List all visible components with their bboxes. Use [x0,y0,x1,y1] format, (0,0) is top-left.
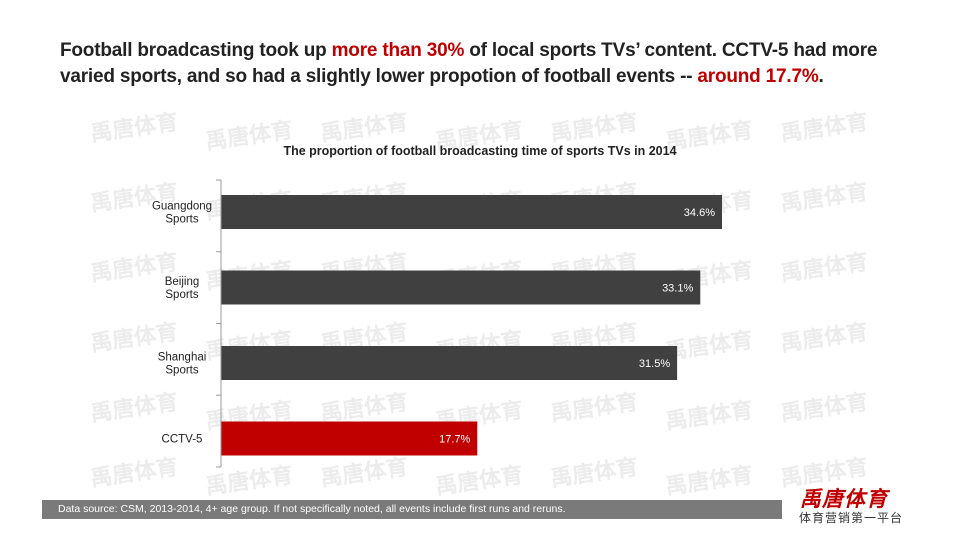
category-label: Sports [165,214,198,226]
bar-0 [221,195,722,229]
bar-value-label: 17.7% [439,434,470,446]
bar-value-label: 34.6% [684,207,715,219]
bar-2 [221,346,678,380]
headline-part3: . [818,66,824,87]
category-label: CCTV-5 [162,434,203,446]
chart-title: The proportion of football broadcasting … [283,144,676,158]
headline-highlight-2: around 17.7% [697,66,819,87]
bar-value-label: 33.1% [662,283,693,295]
headline-highlight-1: more than 30% [331,40,465,61]
category-label: Shanghai [158,352,207,364]
bar-1 [221,270,701,305]
category-label: Sports [165,289,198,301]
footer-bar [42,500,782,519]
page-headline: Football broadcasting took up more than … [60,38,920,90]
headline-part1: Football broadcasting took up [60,40,332,61]
category-label: Sports [165,365,198,377]
bar-value-label: 31.5% [639,358,670,370]
bar-3 [221,421,478,456]
brand-tagline: 体育营销第一平台 [799,511,904,525]
category-label: Guangdong [152,201,212,213]
headline-part2: of local sports TVs’ content. CCTV-5 had… [60,40,878,87]
data-source-note: Data source: CSM, 2013-2014, 4+ age grou… [58,503,566,515]
category-label: Beijing [165,276,200,288]
brand-logo: 禹唐体育 [800,487,888,511]
